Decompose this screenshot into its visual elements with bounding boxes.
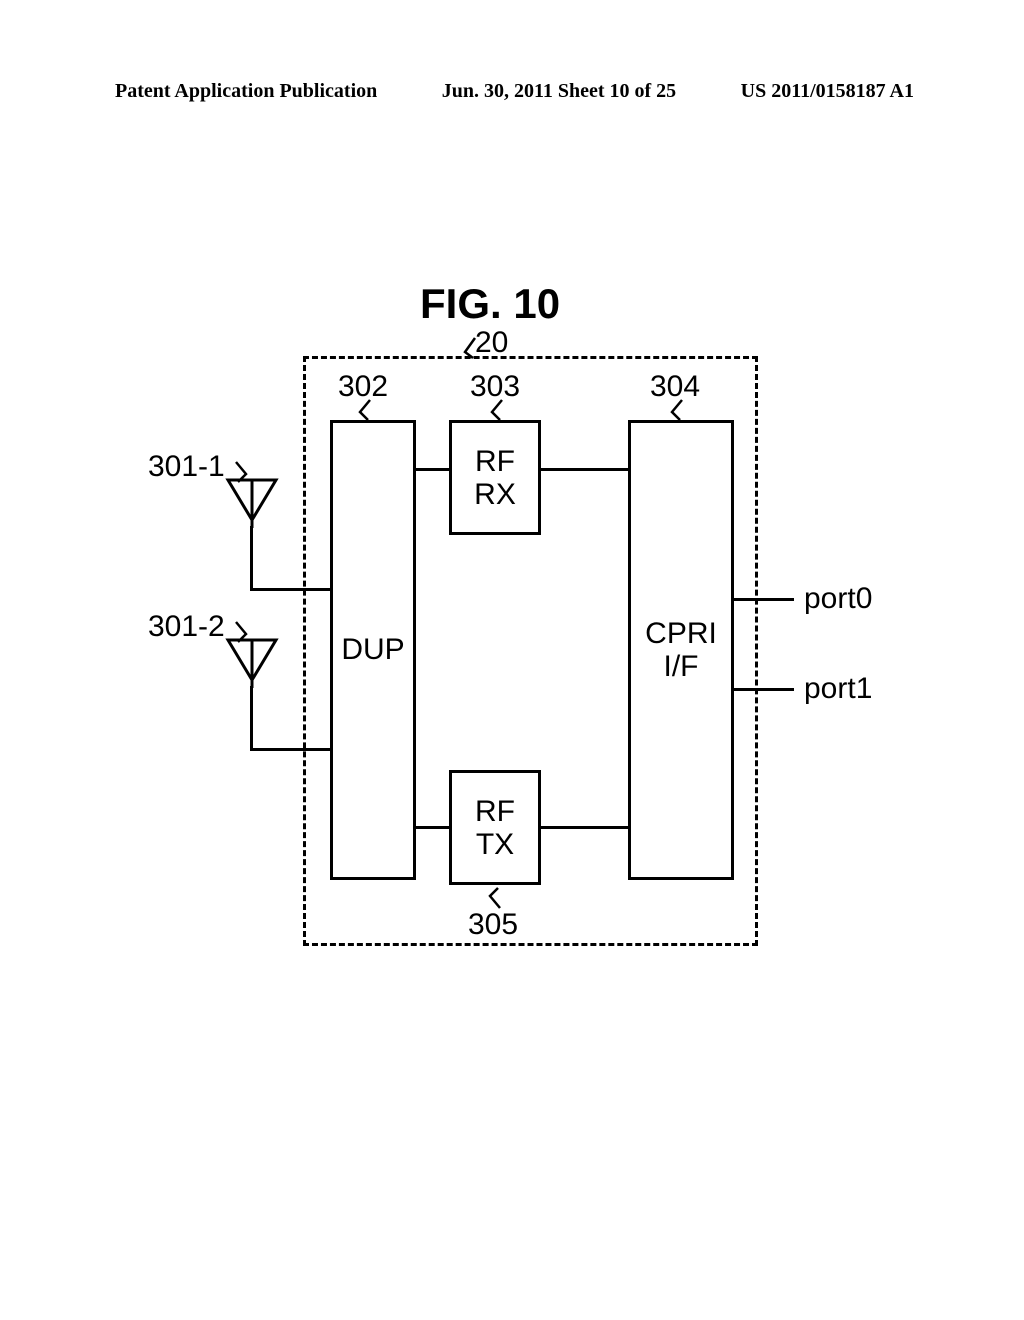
line-dup-rfrx — [416, 468, 449, 471]
rfrx-block: RF RX — [449, 420, 541, 535]
port1-label: port1 — [804, 672, 872, 706]
line-rftx-cpri — [541, 826, 628, 829]
header-right: US 2011/0158187 A1 — [741, 80, 914, 103]
line-port1 — [734, 688, 794, 691]
rfrx-ref-hook — [488, 398, 510, 429]
antenna2-to-dup — [250, 748, 330, 751]
header-mid: Jun. 30, 2011 Sheet 10 of 25 — [442, 80, 676, 103]
rftx-block: RF TX — [449, 770, 541, 885]
antenna2-ref-label: 301-2 — [148, 610, 225, 644]
cpri-label-bot: I/F — [664, 650, 699, 683]
dup-block: DUP — [330, 420, 416, 880]
header-left: Patent Application Publication — [115, 80, 377, 103]
dup-label: DUP — [341, 633, 404, 667]
page-header: Patent Application Publication Jun. 30, … — [0, 80, 1024, 103]
rftx-ref-hook — [486, 884, 508, 915]
rftx-label-bot: TX — [476, 828, 514, 861]
line-port0 — [734, 598, 794, 601]
antenna2-ref-hook — [232, 620, 254, 651]
antenna1-ref-hook — [232, 460, 254, 491]
figure-title: FIG. 10 — [420, 280, 560, 328]
cpri-ref-hook — [668, 398, 690, 429]
port0-label: port0 — [804, 582, 872, 616]
antenna1-to-dup — [250, 588, 330, 591]
rfrx-label-bot: RX — [474, 478, 516, 511]
dup-ref-hook — [356, 398, 378, 429]
rftx-label-top: RF — [475, 795, 515, 828]
rfrx-label-top: RF — [475, 445, 515, 478]
line-rfrx-cpri — [541, 468, 628, 471]
cpri-label-top: CPRI — [645, 617, 717, 650]
antenna1-ref-label: 301-1 — [148, 450, 225, 484]
cpri-block: CPRI I/F — [628, 420, 734, 880]
line-dup-rftx — [416, 826, 449, 829]
antenna1-stem — [250, 526, 253, 590]
antenna2-stem — [250, 686, 253, 750]
